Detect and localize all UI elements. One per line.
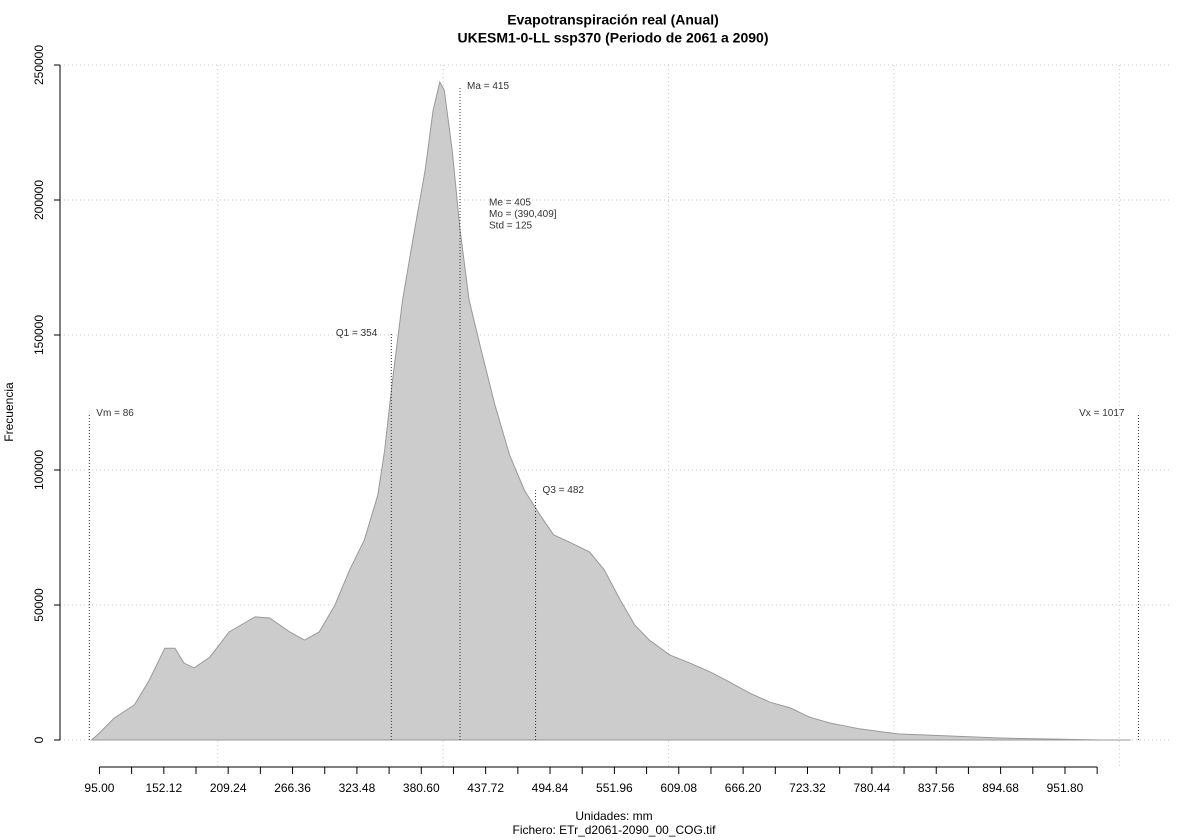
stat-text: Me = 405: [489, 198, 531, 209]
stat-text: Std = 125: [489, 221, 533, 232]
x-tick-label: 723.32: [789, 781, 826, 795]
x-tick-label: 666.20: [725, 781, 762, 795]
y-tick-label: 200000: [32, 180, 46, 220]
x-tick-label: 837.56: [918, 781, 955, 795]
x-tick-label: 780.44: [854, 781, 891, 795]
y-tick-label: 150000: [32, 315, 46, 355]
chart-title: Evapotranspiración real (Anual): [507, 12, 719, 28]
x-tick-label: 209.24: [210, 781, 247, 795]
x-tick-label: 323.48: [339, 781, 376, 795]
x-tick-label: 894.68: [982, 781, 1019, 795]
y-tick-label: 100000: [32, 450, 46, 490]
x-tick-label: 95.00: [84, 781, 114, 795]
stat-label: Vx = 1017: [1079, 408, 1125, 419]
density-area: [90, 80, 1131, 741]
y-tick-label: 50000: [32, 588, 46, 622]
x-tick-label: 609.08: [660, 781, 697, 795]
x-tick-label: 380.60: [403, 781, 440, 795]
stat-label: Q1 = 354: [336, 328, 378, 339]
x-axis-label: Unidades: mm: [575, 809, 652, 823]
stat-text: Mo = (390,409]: [489, 209, 557, 220]
y-axis-label: Frecuencia: [2, 382, 16, 442]
x-tick-label: 551.96: [596, 781, 633, 795]
chart-subtitle: UKESM1-0-LL ssp370 (Periodo de 2061 a 20…: [458, 30, 769, 46]
x-tick-label: 494.84: [532, 781, 569, 795]
x-tick-label: 152.12: [145, 781, 182, 795]
y-tick-label: 250000: [32, 45, 46, 85]
y-tick-label: 0: [32, 736, 46, 743]
stat-label: Q3 = 482: [543, 485, 585, 496]
caption: Fichero: ETr_d2061-2090_00_COG.tif: [513, 823, 717, 837]
x-tick-label: 437.72: [467, 781, 504, 795]
x-tick-label: 266.36: [274, 781, 311, 795]
stat-label: Vm = 86: [96, 408, 134, 419]
stat-label: Ma = 415: [467, 81, 509, 92]
x-tick-label: 951.80: [1047, 781, 1084, 795]
